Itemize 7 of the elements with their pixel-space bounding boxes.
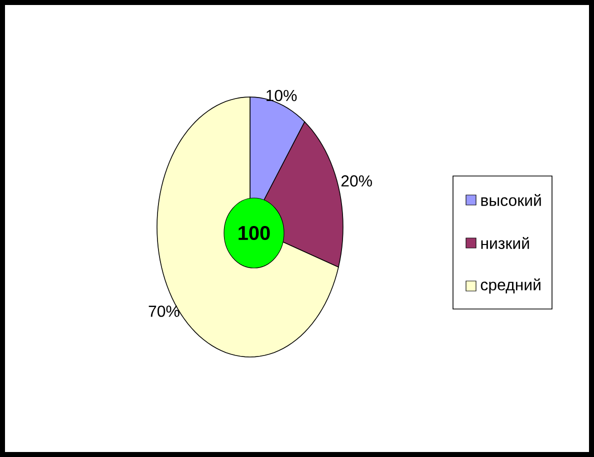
legend-label: высокий (481, 194, 541, 206)
data-label: 10% (266, 90, 297, 102)
data-label: 70% (148, 306, 180, 317)
legend-label: средний (480, 278, 540, 294)
legend-label: низкий (481, 237, 529, 249)
data-label: 20% (341, 175, 372, 187)
text: 100 (238, 226, 270, 240)
